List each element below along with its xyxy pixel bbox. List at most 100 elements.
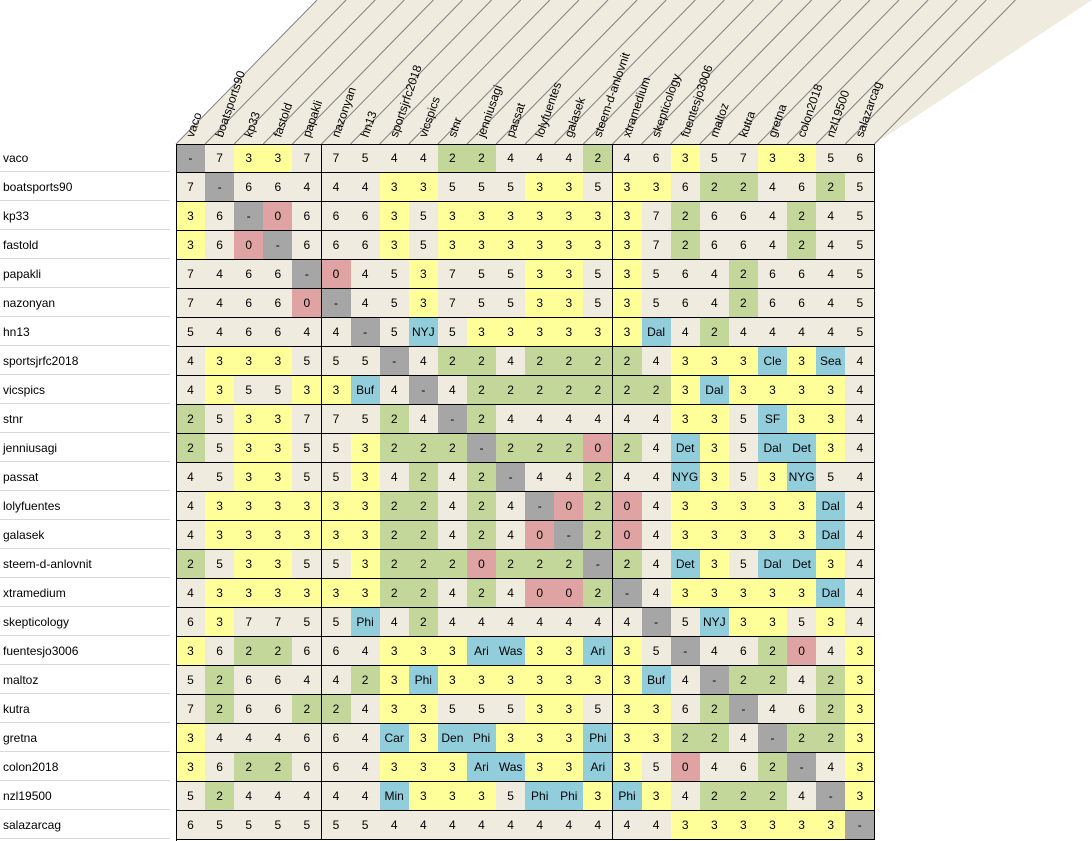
cell-gretna-sportsjrfc2018[interactable]: Car [379, 724, 410, 753]
cell-kutra-papakli[interactable]: 2 [292, 695, 323, 724]
cell-sportsjrfc2018-fastold[interactable]: 3 [263, 347, 294, 376]
cell-hn13-passat[interactable]: 3 [496, 318, 527, 347]
cell-fuentesjo3006-jenniusagi[interactable]: Ari [467, 637, 497, 666]
cell-sportsjrfc2018-boatsports90[interactable]: 3 [205, 347, 236, 376]
cell-salazarcag-salazarcag[interactable]: - [845, 811, 876, 840]
cell-passat-steem-d-anlovnit[interactable]: 2 [583, 463, 614, 492]
cell-maltoz-lolyfuentes[interactable]: 3 [525, 666, 556, 695]
cell-boatsports90-vaco[interactable]: 7 [176, 173, 206, 202]
cell-sportsjrfc2018-stnr[interactable]: 2 [437, 347, 468, 376]
cell-colon2018-skepticology[interactable]: 5 [641, 753, 672, 782]
cell-colon2018-kutra[interactable]: 6 [728, 753, 759, 782]
cell-kutra-hn13[interactable]: 4 [350, 695, 381, 724]
cell-vicspics-vaco[interactable]: 4 [176, 376, 206, 405]
cell-xtramedium-xtramedium[interactable]: - [612, 579, 643, 608]
cell-maltoz-boatsports90[interactable]: 2 [205, 666, 236, 695]
cell-salazarcag-skepticology[interactable]: 4 [641, 811, 672, 840]
cell-xtramedium-boatsports90[interactable]: 3 [205, 579, 236, 608]
cell-nazonyan-salazarcag[interactable]: 5 [845, 289, 876, 318]
cell-xtramedium-skepticology[interactable]: 4 [641, 579, 672, 608]
cell-galasek-lolyfuentes[interactable]: 0 [525, 521, 556, 550]
cell-colon2018-galasek[interactable]: 3 [554, 753, 585, 782]
cell-fuentesjo3006-salazarcag[interactable]: 3 [845, 637, 876, 666]
row-label-passat[interactable]: passat [0, 463, 170, 491]
cell-nzl19500-papakli[interactable]: 4 [292, 782, 323, 811]
cell-salazarcag-kutra[interactable]: 3 [728, 811, 759, 840]
cell-hn13-maltoz[interactable]: 2 [699, 318, 730, 347]
cell-kp33-passat[interactable]: 3 [496, 202, 527, 231]
cell-hn13-xtramedium[interactable]: 3 [612, 318, 643, 347]
cell-boatsports90-sportsjrfc2018[interactable]: 3 [379, 173, 410, 202]
cell-maltoz-kp33[interactable]: 6 [234, 666, 265, 695]
cell-skepticology-vicspics[interactable]: 2 [408, 608, 439, 637]
cell-stnr-boatsports90[interactable]: 5 [205, 405, 236, 434]
cell-fastold-passat[interactable]: 3 [496, 231, 527, 260]
cell-nazonyan-maltoz[interactable]: 4 [699, 289, 730, 318]
cell-sportsjrfc2018-jenniusagi[interactable]: 2 [467, 347, 497, 376]
cell-vaco-vicspics[interactable]: 4 [408, 144, 439, 173]
cell-lolyfuentes-fastold[interactable]: 3 [263, 492, 294, 521]
cell-passat-nzl19500[interactable]: 5 [816, 463, 847, 492]
cell-gretna-skepticology[interactable]: 3 [641, 724, 672, 753]
cell-sportsjrfc2018-salazarcag[interactable]: 4 [845, 347, 876, 376]
cell-passat-kutra[interactable]: 5 [728, 463, 759, 492]
cell-boatsports90-fastold[interactable]: 6 [263, 173, 294, 202]
cell-steem-d-anlovnit-galasek[interactable]: 2 [554, 550, 585, 579]
cell-xtramedium-kutra[interactable]: 3 [728, 579, 759, 608]
cell-kutra-galasek[interactable]: 3 [554, 695, 585, 724]
cell-sportsjrfc2018-vicspics[interactable]: 4 [408, 347, 439, 376]
cell-hn13-skepticology[interactable]: Dal [641, 318, 672, 347]
cell-kutra-skepticology[interactable]: 3 [641, 695, 672, 724]
cell-passat-gretna[interactable]: 3 [758, 463, 788, 492]
cell-boatsports90-fuentesjo3006[interactable]: 6 [670, 173, 701, 202]
cell-stnr-vicspics[interactable]: 4 [408, 405, 439, 434]
cell-gretna-jenniusagi[interactable]: Phi [467, 724, 497, 753]
cell-salazarcag-lolyfuentes[interactable]: 4 [525, 811, 556, 840]
cell-steem-d-anlovnit-hn13[interactable]: 3 [350, 550, 381, 579]
cell-steem-d-anlovnit-xtramedium[interactable]: 2 [612, 550, 643, 579]
cell-colon2018-papakli[interactable]: 6 [292, 753, 323, 782]
row-label-maltoz[interactable]: maltoz [0, 666, 170, 694]
cell-fastold-jenniusagi[interactable]: 3 [467, 231, 497, 260]
cell-passat-maltoz[interactable]: 3 [699, 463, 730, 492]
cell-lolyfuentes-kutra[interactable]: 3 [728, 492, 759, 521]
cell-kp33-jenniusagi[interactable]: 3 [467, 202, 497, 231]
cell-vicspics-nazonyan[interactable]: 3 [321, 376, 352, 405]
cell-sportsjrfc2018-kutra[interactable]: 3 [728, 347, 759, 376]
cell-passat-fuentesjo3006[interactable]: NYG [670, 463, 701, 492]
cell-galasek-kutra[interactable]: 3 [728, 521, 759, 550]
cell-kutra-fastold[interactable]: 6 [263, 695, 294, 724]
cell-boatsports90-kutra[interactable]: 2 [728, 173, 759, 202]
cell-vaco-steem-d-anlovnit[interactable]: 2 [583, 144, 614, 173]
cell-stnr-xtramedium[interactable]: 4 [612, 405, 643, 434]
cell-lolyfuentes-hn13[interactable]: 3 [350, 492, 381, 521]
cell-passat-fastold[interactable]: 3 [263, 463, 294, 492]
cell-passat-passat[interactable]: - [496, 463, 527, 492]
cell-fuentesjo3006-lolyfuentes[interactable]: 3 [525, 637, 556, 666]
row-label-nazonyan[interactable]: nazonyan [0, 289, 170, 317]
cell-nzl19500-galasek[interactable]: Phi [554, 782, 585, 811]
cell-nazonyan-nazonyan[interactable]: - [321, 289, 352, 318]
cell-colon2018-fuentesjo3006[interactable]: 0 [670, 753, 701, 782]
cell-gretna-vicspics[interactable]: 3 [408, 724, 439, 753]
cell-galasek-hn13[interactable]: 3 [350, 521, 381, 550]
cell-sportsjrfc2018-lolyfuentes[interactable]: 2 [525, 347, 556, 376]
cell-fuentesjo3006-passat[interactable]: Was [496, 637, 527, 666]
cell-nazonyan-sportsjrfc2018[interactable]: 5 [379, 289, 410, 318]
cell-steem-d-anlovnit-nzl19500[interactable]: 3 [816, 550, 847, 579]
cell-fuentesjo3006-stnr[interactable]: 3 [437, 637, 468, 666]
cell-kp33-sportsjrfc2018[interactable]: 3 [379, 202, 410, 231]
cell-fastold-papakli[interactable]: 6 [292, 231, 323, 260]
cell-xtramedium-jenniusagi[interactable]: 2 [467, 579, 497, 608]
cell-passat-lolyfuentes[interactable]: 4 [525, 463, 556, 492]
cell-sportsjrfc2018-papakli[interactable]: 5 [292, 347, 323, 376]
cell-vaco-galasek[interactable]: 4 [554, 144, 585, 173]
cell-nzl19500-salazarcag[interactable]: 3 [845, 782, 876, 811]
cell-boatsports90-boatsports90[interactable]: - [205, 173, 236, 202]
cell-nazonyan-papakli[interactable]: 0 [292, 289, 323, 318]
cell-salazarcag-hn13[interactable]: 5 [350, 811, 381, 840]
cell-kutra-steem-d-anlovnit[interactable]: 5 [583, 695, 614, 724]
cell-vaco-hn13[interactable]: 5 [350, 144, 381, 173]
cell-galasek-vicspics[interactable]: 2 [408, 521, 439, 550]
cell-skepticology-vaco[interactable]: 6 [176, 608, 206, 637]
